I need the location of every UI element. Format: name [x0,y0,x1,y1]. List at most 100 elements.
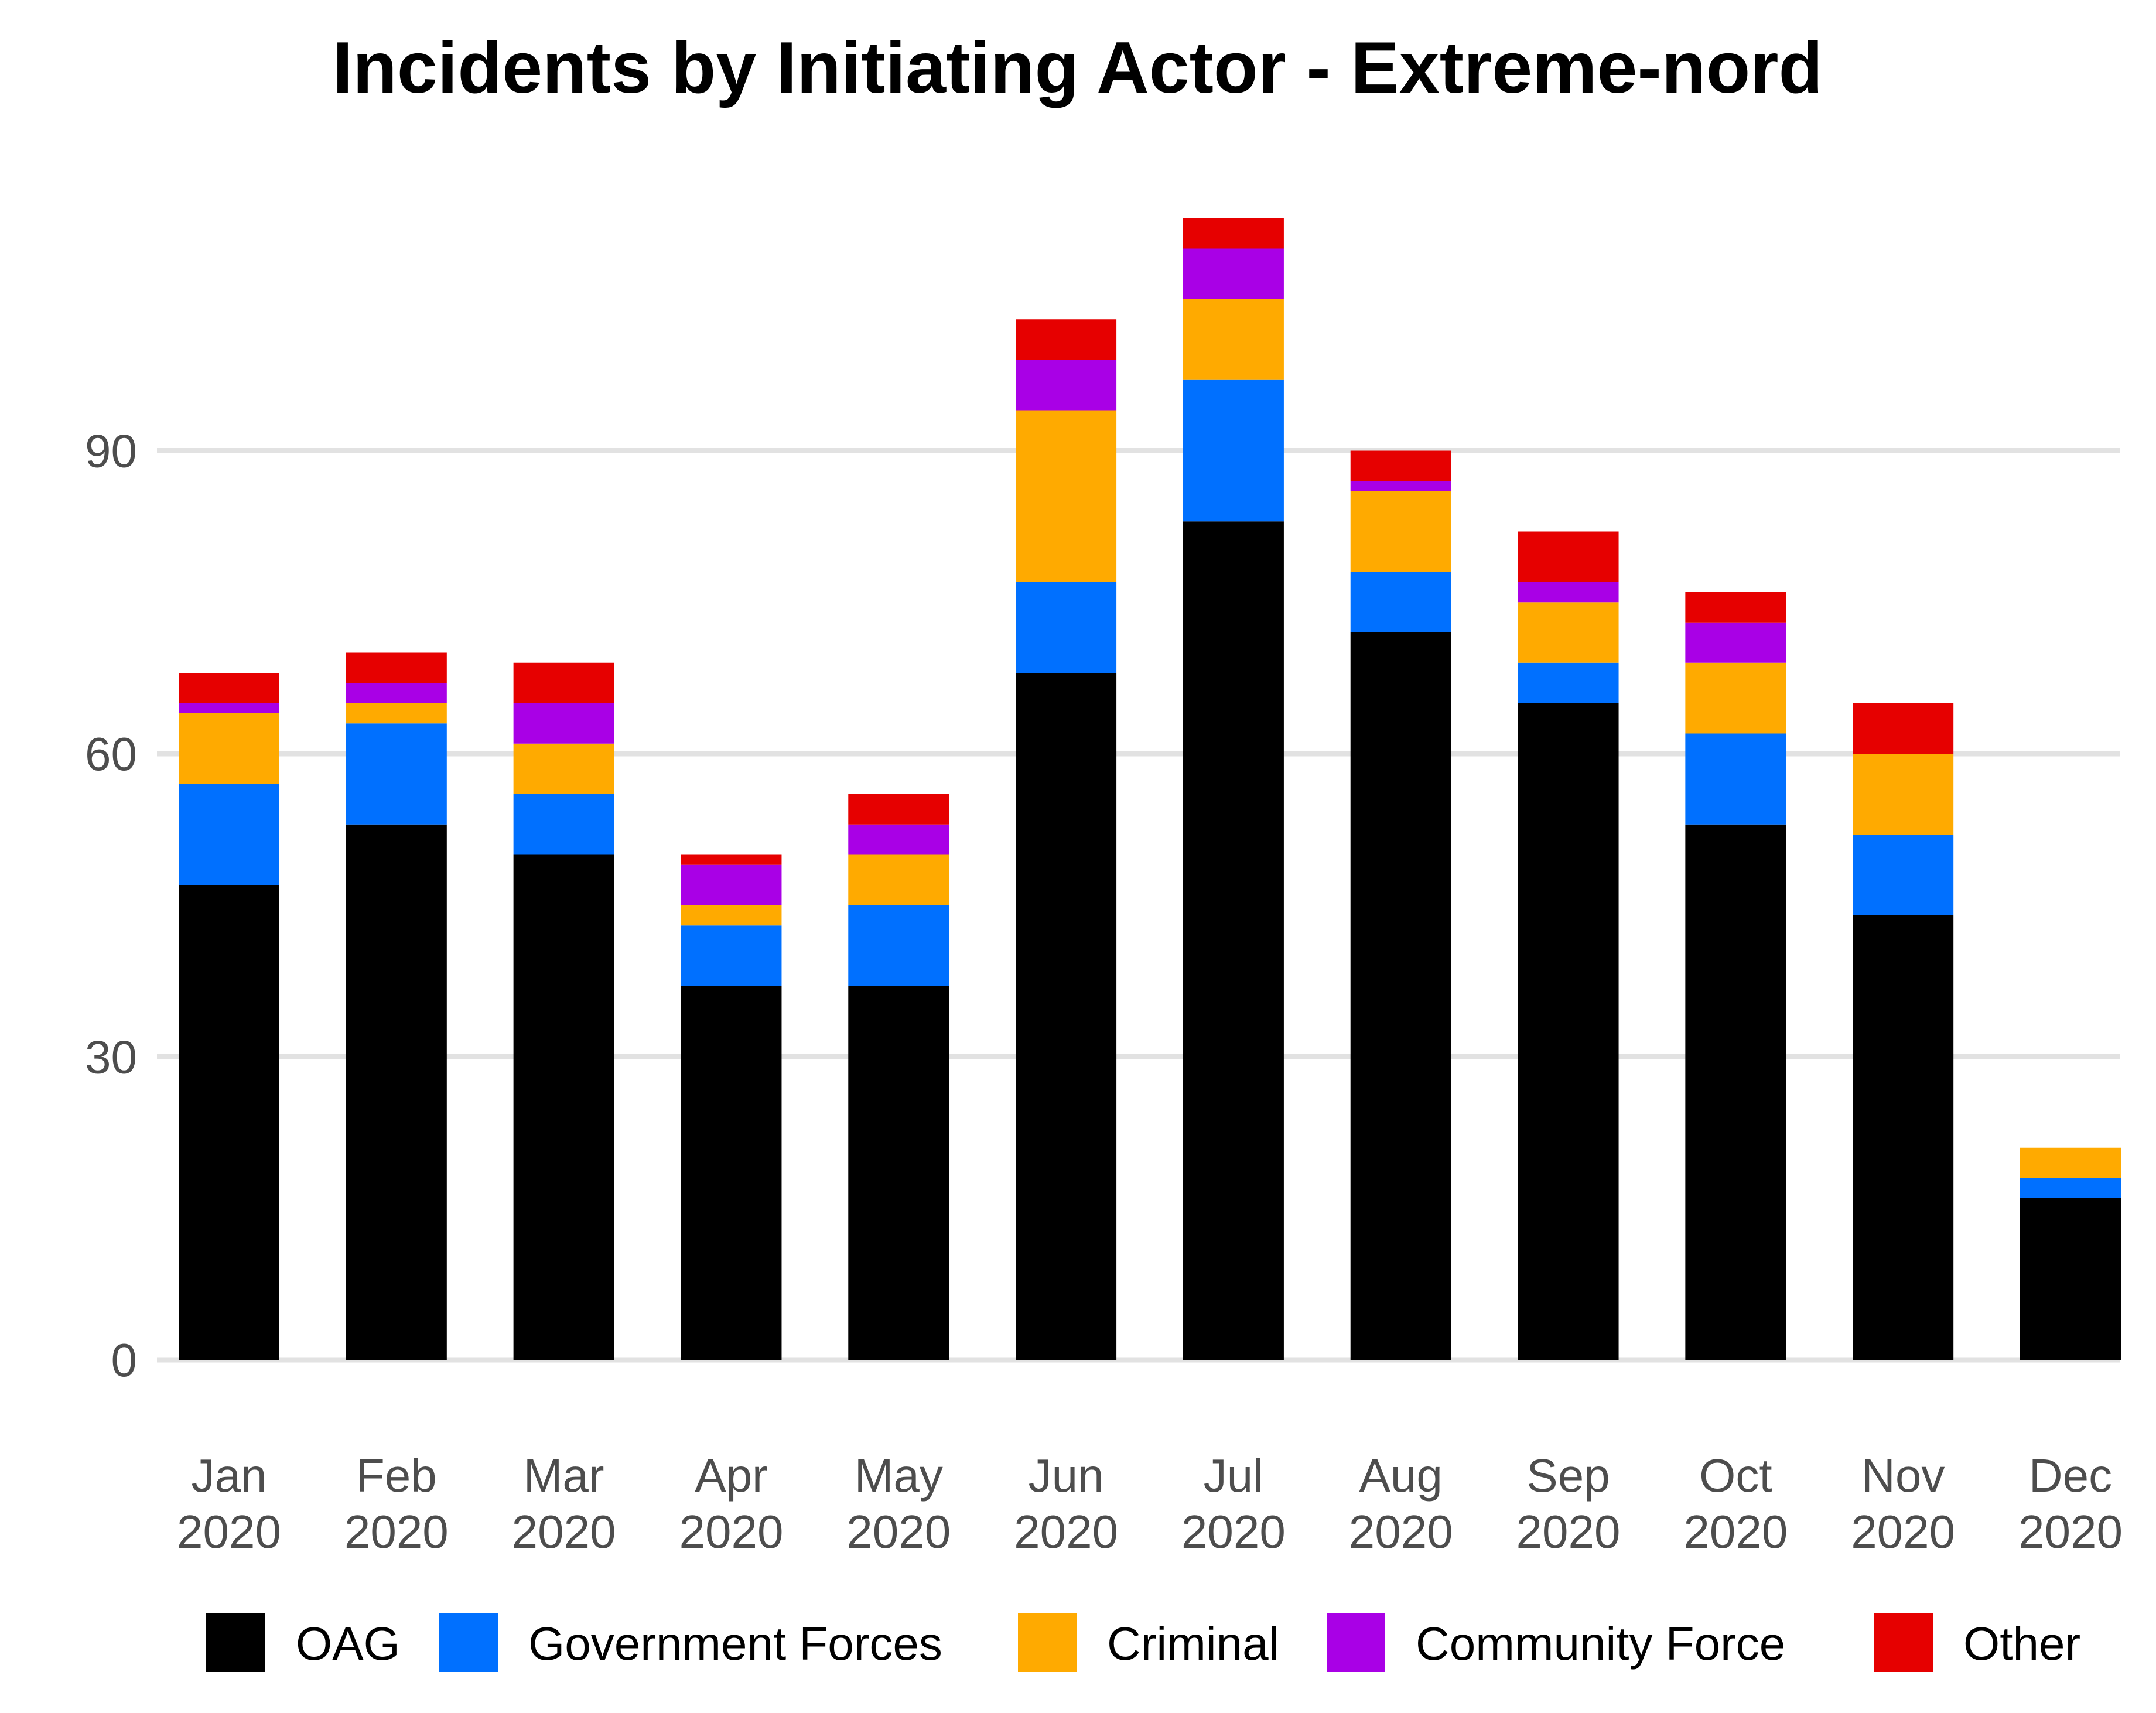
legend-swatch-oag [206,1613,265,1672]
x-tick-label-month: Aug [1359,1449,1443,1502]
bar-feb-community-force [346,683,447,703]
bar-mar-other [513,662,614,703]
bar-sep-oag [1518,703,1619,1360]
legend-label-government-forces: Government Forces [528,1618,942,1670]
bar-may-community-force [848,824,949,855]
bar-may-government-forces [848,905,949,986]
x-tick-label-month: Oct [1699,1449,1772,1502]
x-tick-label-year: 2020 [344,1506,449,1558]
bar-jul-government-forces [1183,379,1284,522]
bar-feb-other [346,652,447,683]
bar-apr-oag [681,986,782,1360]
bar-sep-community-force [1518,582,1619,603]
bar-jun-government-forces [1016,582,1117,673]
bar-dec-criminal [2020,1147,2121,1178]
bar-dec-government-forces [2020,1178,2121,1198]
y-tick-label-60: 60 [85,728,137,780]
bar-jul-community-force [1183,248,1284,299]
bar-nov-government-forces [1853,835,1954,915]
bar-oct-community-force [1685,622,1786,663]
y-tick-label-90: 90 [85,425,137,477]
chart-title: Incidents by Initiating Actor - Extreme-… [333,28,1823,108]
bar-jul-oag [1183,521,1284,1360]
y-tick-label-0: 0 [111,1334,138,1386]
bar-oct-government-forces [1685,733,1786,825]
bar-feb-oag [346,824,447,1360]
x-tick-label-year: 2020 [512,1506,616,1558]
legend-swatch-criminal [1018,1613,1077,1672]
x-tick-label-year: 2020 [1851,1506,1955,1558]
x-tick-label-month: May [855,1449,943,1502]
x-tick-label-month: Nov [1861,1449,1945,1502]
bar-aug-criminal [1350,491,1451,572]
bar-aug-community-force [1350,481,1451,491]
bar-aug-other [1350,450,1451,481]
x-tick-label-year: 2020 [1181,1506,1286,1558]
bar-sep-criminal [1518,602,1619,663]
bar-jun-criminal [1016,410,1117,582]
x-tick-label-month: Jan [192,1449,267,1502]
bar-dec-oag [2020,1198,2121,1360]
x-axis-ticks: Jan2020Feb2020Mar2020Apr2020May2020Jun20… [177,1449,2123,1558]
legend-label-other: Other [1963,1618,2080,1670]
bar-may-criminal [848,854,949,905]
legend-swatch-other [1874,1613,1933,1672]
bar-oct-oag [1685,824,1786,1360]
x-tick-label-year: 2020 [846,1506,951,1558]
bar-jul-other [1183,218,1284,249]
legend-label-community-force: Community Force [1416,1618,1785,1670]
bar-jan-criminal [179,713,279,784]
bar-nov-oag [1853,915,1954,1360]
bar-oct-criminal [1685,662,1786,734]
legend-swatch-community-force [1327,1613,1385,1672]
x-tick-label-month: Dec [2029,1449,2112,1502]
bar-jan-oag [179,885,279,1360]
legend: OAG Government Forces Criminal Community Fo… [206,1613,2080,1672]
bar-jul-criminal [1183,299,1284,380]
bar-mar-oag [513,854,614,1360]
bar-nov-criminal [1853,754,1954,835]
x-tick-label-year: 2020 [2018,1506,2123,1558]
bar-jan-other [179,673,279,703]
bar-sep-other [1518,531,1619,582]
bar-mar-community-force [513,703,614,744]
x-tick-label-month: Sep [1526,1449,1610,1502]
bar-apr-community-force [681,864,782,905]
bar-aug-oag [1350,632,1451,1360]
bar-sep-government-forces [1518,662,1619,703]
x-tick-label-year: 2020 [177,1506,281,1558]
x-tick-label-year: 2020 [1349,1506,1453,1558]
bar-feb-criminal [346,703,447,724]
x-tick-label-month: Mar [524,1449,604,1502]
bar-mar-criminal [513,743,614,794]
bar-jan-government-forces [179,784,279,885]
bar-apr-criminal [681,905,782,926]
bar-apr-other [681,854,782,865]
bar-aug-government-forces [1350,572,1451,632]
legend-label-oag: OAG [296,1618,400,1670]
x-tick-label-month: Feb [356,1449,437,1502]
x-tick-label-month: Jul [1204,1449,1263,1502]
x-tick-label-month: Apr [695,1449,768,1502]
bar-jun-oag [1016,673,1117,1360]
bar-jun-other [1016,319,1117,360]
bar-may-oag [848,986,949,1360]
bar-jun-community-force [1016,360,1117,411]
bar-may-other [848,794,949,825]
x-tick-label-month: Jun [1029,1449,1104,1502]
bar-oct-other [1685,592,1786,623]
bar-jan-community-force [179,703,279,713]
y-tick-label-30: 30 [85,1031,137,1083]
x-tick-label-year: 2020 [1683,1506,1788,1558]
x-tick-label-year: 2020 [679,1506,783,1558]
bar-mar-government-forces [513,794,614,855]
bar-apr-government-forces [681,925,782,986]
gridlines [157,448,2120,1363]
legend-label-criminal: Criminal [1107,1618,1279,1670]
bar-feb-government-forces [346,723,447,825]
legend-swatch-government-forces [439,1613,498,1672]
y-axis-ticks: 0 30 60 90 [85,425,137,1387]
x-tick-label-year: 2020 [1516,1506,1621,1558]
x-tick-label-year: 2020 [1014,1506,1118,1558]
